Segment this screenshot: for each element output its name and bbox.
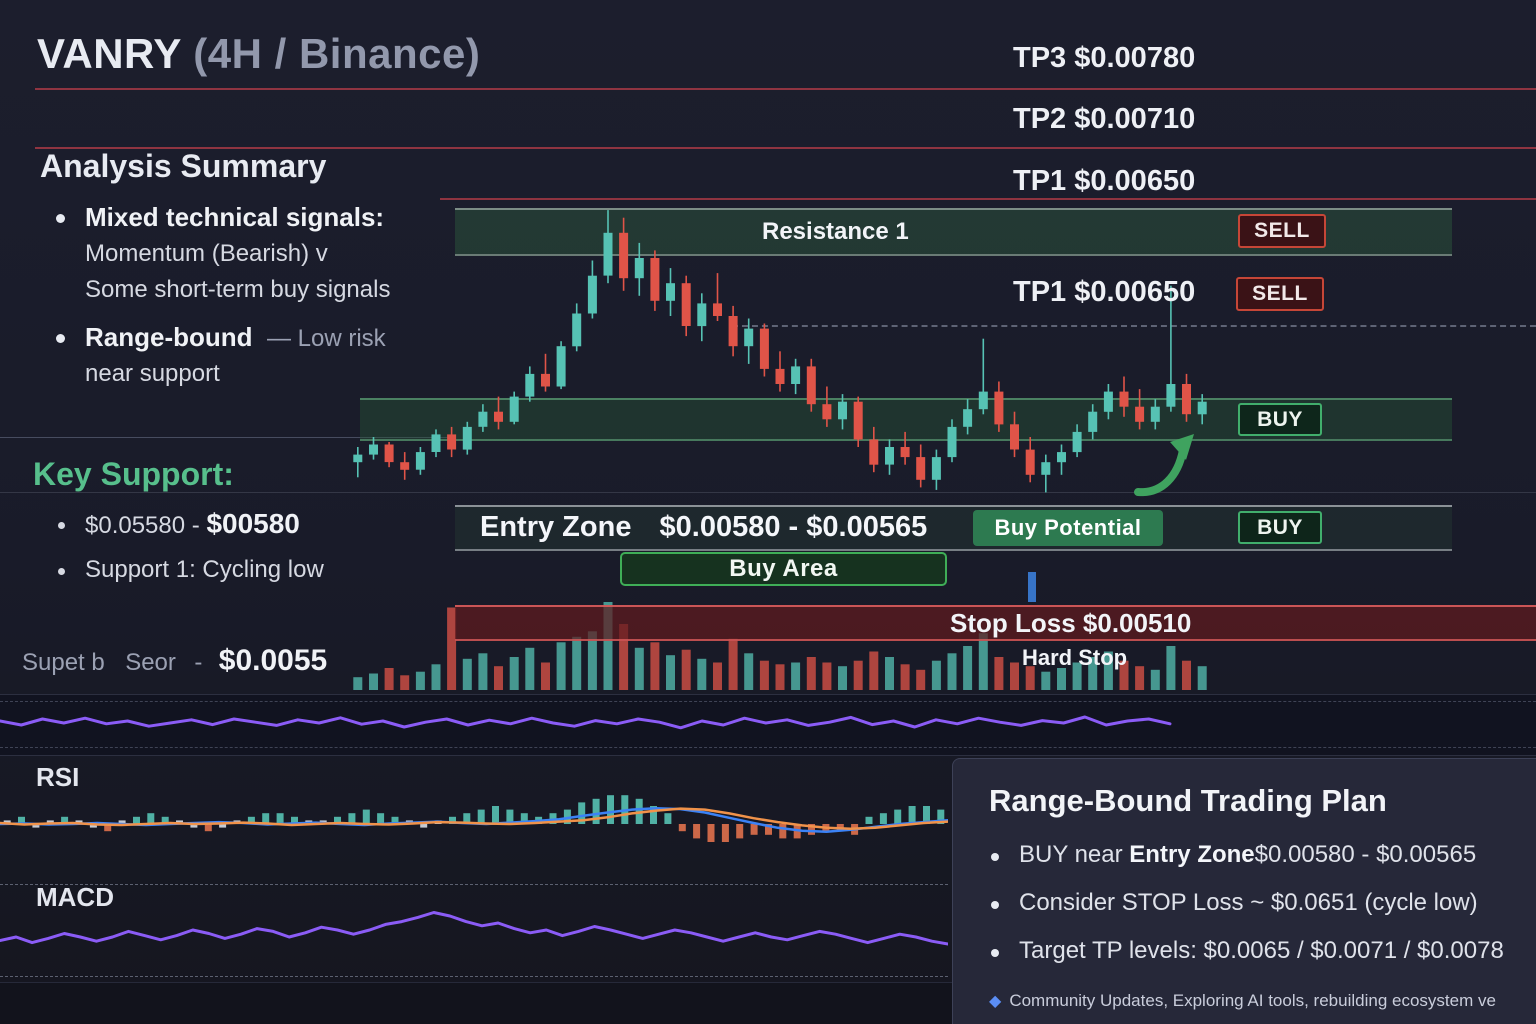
- buy-area-button[interactable]: Buy Area: [620, 552, 947, 586]
- plan-footer: ◆ Community Updates, Exploring AI tools, …: [989, 991, 1529, 1011]
- stop-loss-band: [455, 605, 1536, 641]
- up-arrow-icon: [1134, 434, 1194, 497]
- tp3-label: TP3 $0.00780: [1013, 42, 1196, 74]
- analysis-title: Analysis Summary: [40, 148, 327, 184]
- analysis-bullet1-line2: Some short-term buy signals: [85, 276, 391, 303]
- bullet-dot: [58, 568, 65, 575]
- analysis-bullet2-rest: — Low risk: [266, 325, 386, 352]
- key-support-range: $0.05580 -: [85, 512, 207, 539]
- mid-dashed-line: [732, 325, 1536, 327]
- entry-zone-label: Entry Zone: [480, 511, 632, 543]
- plan-bullet2: Consider STOP Loss ~ $0.0651 (cycle low): [1019, 889, 1478, 916]
- tp1-label: TP1 $0.00650: [1013, 165, 1196, 197]
- tp2-label: TP2 $0.00710: [1013, 103, 1196, 135]
- tp2-level-line: [35, 147, 1536, 149]
- entry-zone-range: $0.00580 - $0.00565: [659, 511, 928, 543]
- plan-bullet1-suffix: $0.00580 - $0.00565: [1254, 841, 1477, 868]
- tp1-mid-label: TP1 $0.00650: [1013, 276, 1196, 308]
- analysis-bullet2-line2: near support: [85, 360, 220, 387]
- plan-bullet1-prefix: BUY near: [1019, 841, 1130, 868]
- symbol-label: VANRY: [37, 30, 182, 77]
- trading-plan-panel: Range-Bound Trading Plan BUY near Entry …: [952, 758, 1536, 1024]
- buy-button-entry[interactable]: BUY: [1238, 511, 1322, 544]
- volume-pane: [353, 602, 1207, 690]
- stop-loss-label: Stop Loss $0.00510: [950, 608, 1192, 638]
- page-title: VANRY (4H / Binance): [37, 30, 480, 78]
- highlight-tick: [1028, 572, 1036, 602]
- analysis-bullet1-title: Mixed technical signals:: [85, 202, 385, 232]
- bottom-strip: [0, 982, 952, 1024]
- supertrend-part1: Supet b: [22, 649, 105, 676]
- bullet-dot: [58, 522, 65, 529]
- analysis-bullet2: Range-bound — Low risk: [85, 322, 386, 353]
- trend-oscillator-strip: [0, 694, 1536, 756]
- diamond-icon: ◆: [989, 993, 1002, 1010]
- tp3-level-line: [35, 88, 1536, 90]
- key-support-bullet1: $0.05580 - $00580: [85, 508, 300, 540]
- analysis-bullet2-bold: Range-bound: [85, 322, 253, 352]
- bullet-dot: [56, 214, 65, 223]
- left-divider-line: [0, 437, 455, 438]
- timeframe-label: (4H / Binance): [193, 30, 481, 77]
- macd-pane: [0, 911, 948, 946]
- buy-button-support[interactable]: BUY: [1238, 403, 1322, 436]
- plan-bullet3: Target TP levels: $0.0065 / $0.0071 / $0…: [1019, 937, 1504, 964]
- strip-dashed-top: [0, 701, 1536, 702]
- tp1-level-line: [440, 198, 1536, 200]
- macd-dashed-top: [0, 884, 948, 885]
- oscillator-pane: [0, 715, 1172, 730]
- key-support-price: $00580: [206, 508, 300, 539]
- bullet-dot: [991, 901, 999, 909]
- plan-footer-text: Community Updates, Exploring AI tools, r…: [1009, 991, 1496, 1010]
- price-chart: [353, 210, 1207, 493]
- sell-button-tp1[interactable]: SELL: [1236, 277, 1324, 311]
- rsi-pane: [0, 795, 948, 842]
- plan-title: Range-Bound Trading Plan: [989, 783, 1387, 818]
- resistance-label: Resistance 1: [762, 218, 909, 245]
- analysis-bullet1-line1: Momentum (Bearish) v: [85, 240, 328, 267]
- plan-bullet1-bold: Entry Zone: [1129, 841, 1255, 868]
- bullet-dot: [991, 853, 999, 861]
- sell-button-resistance[interactable]: SELL: [1238, 214, 1326, 248]
- supertrend-label: Supet b Seor - $0.0055: [22, 644, 327, 678]
- support-level-line: [0, 492, 1536, 493]
- entry-zone-text: Entry Zone $0.00580 - $0.00565: [480, 511, 927, 544]
- bullet-dot: [56, 334, 65, 343]
- macd-label: MACD: [36, 882, 114, 912]
- supertrend-part2: Seor: [125, 649, 176, 676]
- strip-dashed-bottom: [0, 747, 1536, 748]
- key-support-title: Key Support:: [33, 456, 234, 492]
- supertrend-value: $0.0055: [218, 644, 328, 677]
- key-support-bullet2: Support 1: Cycling low: [85, 556, 324, 583]
- macd-dashed-bottom: [0, 976, 948, 977]
- bullet-dot: [991, 949, 999, 957]
- buy-potential-button[interactable]: Buy Potential: [973, 510, 1163, 546]
- hard-stop-label: Hard Stop: [1022, 645, 1128, 670]
- rsi-label: RSI: [36, 762, 80, 792]
- supertrend-dash: -: [194, 649, 203, 676]
- plan-bullet1: BUY near Entry Zone$0.00580 - $0.00565: [1019, 841, 1531, 869]
